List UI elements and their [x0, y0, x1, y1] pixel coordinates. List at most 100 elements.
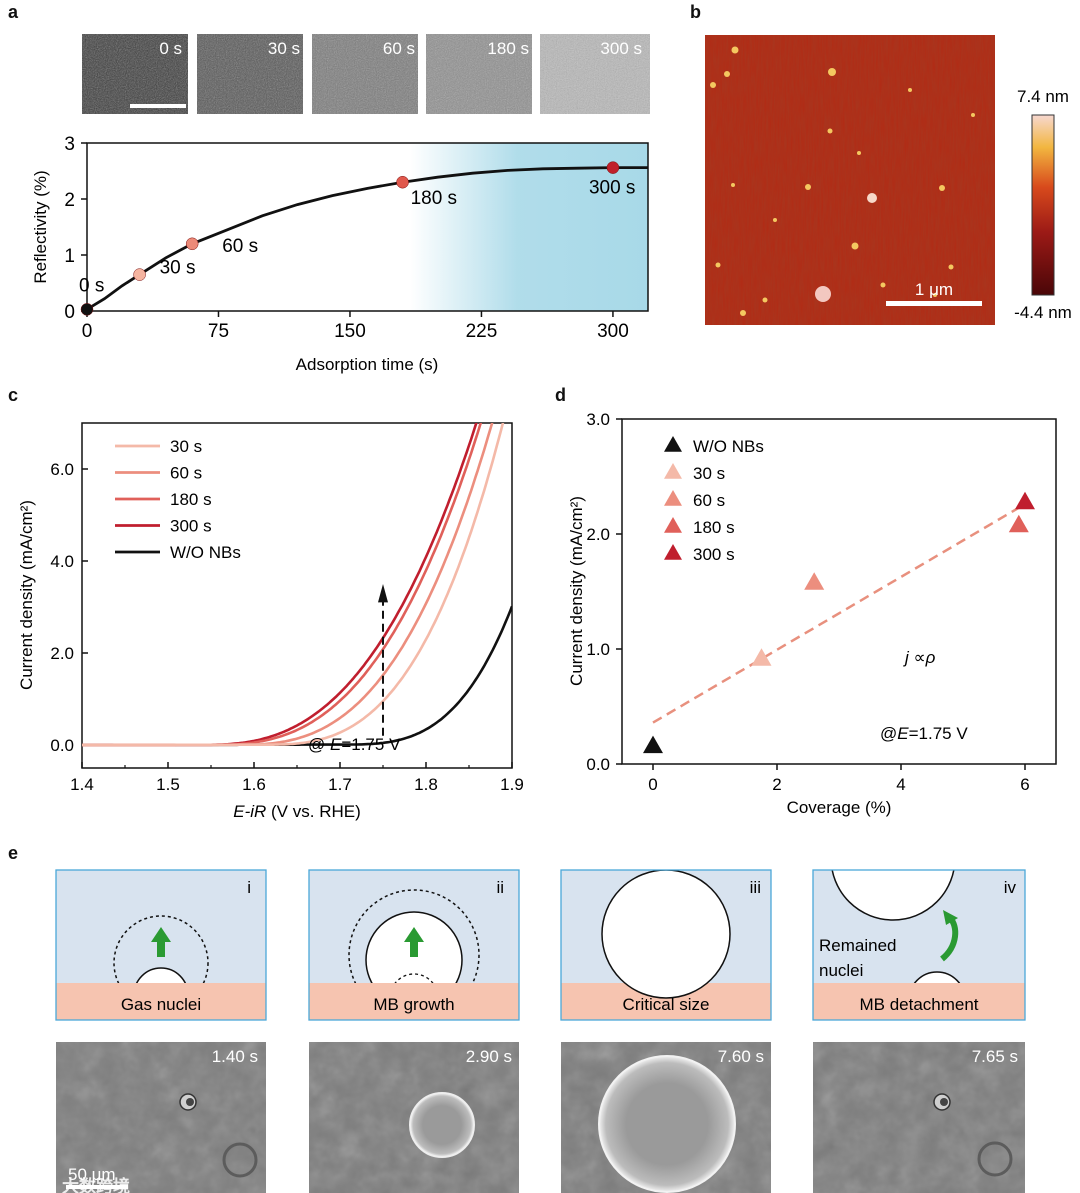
panel-d-fit-line — [652, 503, 1026, 724]
panel-a-image-strip: 0 s 30 s 60 s 180 s 300 s — [82, 34, 650, 114]
panel-b-colorbar-min: -4.4 nm — [1014, 303, 1072, 322]
photo-1 — [56, 1042, 266, 1193]
photo-time: 2.90 s — [466, 1047, 512, 1066]
panel-c-series-line — [82, 423, 483, 747]
remained-label-1: Remained — [819, 936, 897, 955]
panel-d-relation: j ∝ρ — [903, 648, 936, 667]
up-arrow-icon — [404, 927, 424, 957]
panel-a-point-label: 60 s — [222, 236, 258, 257]
panel-d-legend-marker — [664, 463, 682, 479]
panel-a-point-label: 180 s — [411, 188, 457, 209]
panel-d-point — [1008, 514, 1029, 533]
photo-scale-bar — [66, 1185, 128, 1189]
panel-d-xtick-label: 2 — [772, 775, 781, 794]
panel-a-xtick-label: 225 — [466, 321, 498, 342]
panel-d-xtick-label: 6 — [1020, 775, 1029, 794]
panel-a-time-label: 0 s — [159, 39, 182, 58]
panel-d-point — [1015, 491, 1035, 510]
panel-a-xtick-label: 300 — [597, 321, 629, 342]
panel-c-ytick-label: 4.0 — [50, 552, 74, 571]
remained-label-2: nuclei — [819, 961, 863, 980]
panel-d-legend-marker — [664, 490, 682, 506]
panel-c-xtick-label: 1.8 — [414, 775, 438, 794]
panel-b-colorbar-max: 7.4 nm — [1017, 87, 1069, 106]
panel-b-scale-label: 1 μm — [915, 280, 953, 299]
photo-scale-label: 50 μm — [68, 1165, 116, 1184]
panel-letter-a: a — [8, 2, 19, 22]
panel-b-afm: 1 μm 7.4 nm -4.4 nm — [705, 35, 1072, 325]
panel-a-time-label: 30 s — [268, 39, 300, 58]
panel-c-series-line — [82, 423, 505, 747]
panel-d-xtick-label: 0 — [648, 775, 657, 794]
panel-a-frame-60 — [312, 34, 418, 114]
panel-d-annotation: @E=1.75 V — [880, 724, 968, 743]
panel-d-ytick-label: 1.0 — [586, 640, 610, 659]
panel-b-colorbar — [1031, 114, 1055, 296]
stage-i — [56, 870, 266, 1020]
panel-a-time-label: 60 s — [383, 39, 415, 58]
panel-d-legend-label: 180 s — [693, 518, 735, 537]
stage-label: MB growth — [373, 995, 454, 1014]
panel-a-xlabel: Adsorption time (s) — [296, 355, 439, 374]
panel-d-ytick-label: 0.0 — [586, 755, 610, 774]
panel-a-point — [606, 161, 620, 174]
photo-4 — [813, 1042, 1025, 1193]
panel-c-legend-label: W/O NBs — [170, 543, 241, 562]
panel-a-chart: 0 75 150 225 300 0 1 2 3 0 s 30 s 60 s 180 s 300 s R… — [31, 134, 649, 374]
panel-c-xtick-label: 1.9 — [500, 775, 524, 794]
panel-a-ytick-label: 2 — [64, 190, 75, 211]
panel-e-photos: 1.40 s 2.90 s 7.60 s 7.65 s 50 μm 大数跨境 — [56, 1042, 1025, 1193]
panel-b-scale-bar — [886, 301, 982, 306]
panel-d-point — [751, 648, 772, 666]
panel-d-legend-label: W/O NBs — [693, 437, 764, 456]
watermark: 大数跨境 — [62, 1176, 130, 1193]
panel-c-legend-label: 300 s — [170, 517, 212, 536]
panel-d-point — [643, 735, 663, 754]
panel-a-ytick-label: 3 — [64, 134, 75, 155]
panel-a-frame-30 — [197, 34, 303, 114]
stage-numeral: iii — [750, 878, 761, 897]
panel-letter-c: c — [8, 385, 19, 405]
panel-d-ylabel: Current density (mA/cm²) — [567, 496, 586, 686]
panel-c-ytick-label: 6.0 — [50, 460, 74, 479]
panel-c-ytick-label: 2.0 — [50, 644, 74, 663]
panel-a-point — [133, 268, 146, 281]
panel-d-legend-marker — [664, 544, 682, 560]
panel-a-point — [80, 303, 94, 316]
panel-a-point-label: 300 s — [589, 178, 635, 199]
panel-d-legend-label: 30 s — [693, 464, 725, 483]
stage-ii — [309, 870, 519, 1020]
panel-c-xtick-label: 1.7 — [328, 775, 352, 794]
panel-a-frame-180 — [426, 34, 532, 114]
panel-d-legend-marker — [664, 436, 682, 452]
panel-a-frame-300 — [540, 34, 650, 114]
panel-a-ytick-label: 0 — [64, 302, 75, 323]
panel-a-ylabel: Reflectivity (%) — [31, 170, 50, 283]
panel-a-time-label: 300 s — [600, 39, 642, 58]
panel-a-point — [185, 237, 199, 251]
panel-a-xtick-label: 0 — [82, 321, 93, 342]
stage-numeral: i — [247, 878, 251, 897]
panel-d-ytick-label: 3.0 — [586, 410, 610, 429]
photo-time: 7.65 s — [972, 1047, 1018, 1066]
panel-c-chart: 1.4 1.5 1.6 1.7 1.8 1.9 0.0 2.0 4.0 6.0 30 s 60 s 1… — [17, 422, 524, 821]
panel-c-annotation: @ E=1.75 V — [308, 735, 401, 754]
panel-c-legend-label: 180 s — [170, 490, 212, 509]
panel-d-ytick-label: 2.0 — [586, 525, 610, 544]
up-arrow-icon — [378, 584, 388, 603]
panel-b-particles — [710, 46, 975, 316]
panel-d-plot-frame — [621, 418, 1057, 765]
panel-d-legend-marker — [664, 517, 682, 533]
up-arrow-icon — [151, 927, 171, 957]
panel-a-xtick-label: 75 — [208, 321, 229, 342]
panel-c-ytick-label: 0.0 — [50, 736, 74, 755]
panel-a-plot-frame — [86, 142, 649, 312]
panel-a-point — [396, 175, 409, 189]
panel-c-legend-label: 30 s — [170, 437, 202, 456]
photo-3 — [561, 1042, 771, 1193]
panel-d-chart: 0 2 4 6 0.0 1.0 2.0 3.0 W/O NBs 30 s 60 s 180 s 300… — [567, 410, 1057, 817]
panel-c-xtick-label: 1.4 — [70, 775, 94, 794]
stage-iv — [813, 870, 1025, 1020]
panel-letter-b: b — [690, 2, 701, 22]
panel-a-frame-0 — [82, 34, 188, 114]
